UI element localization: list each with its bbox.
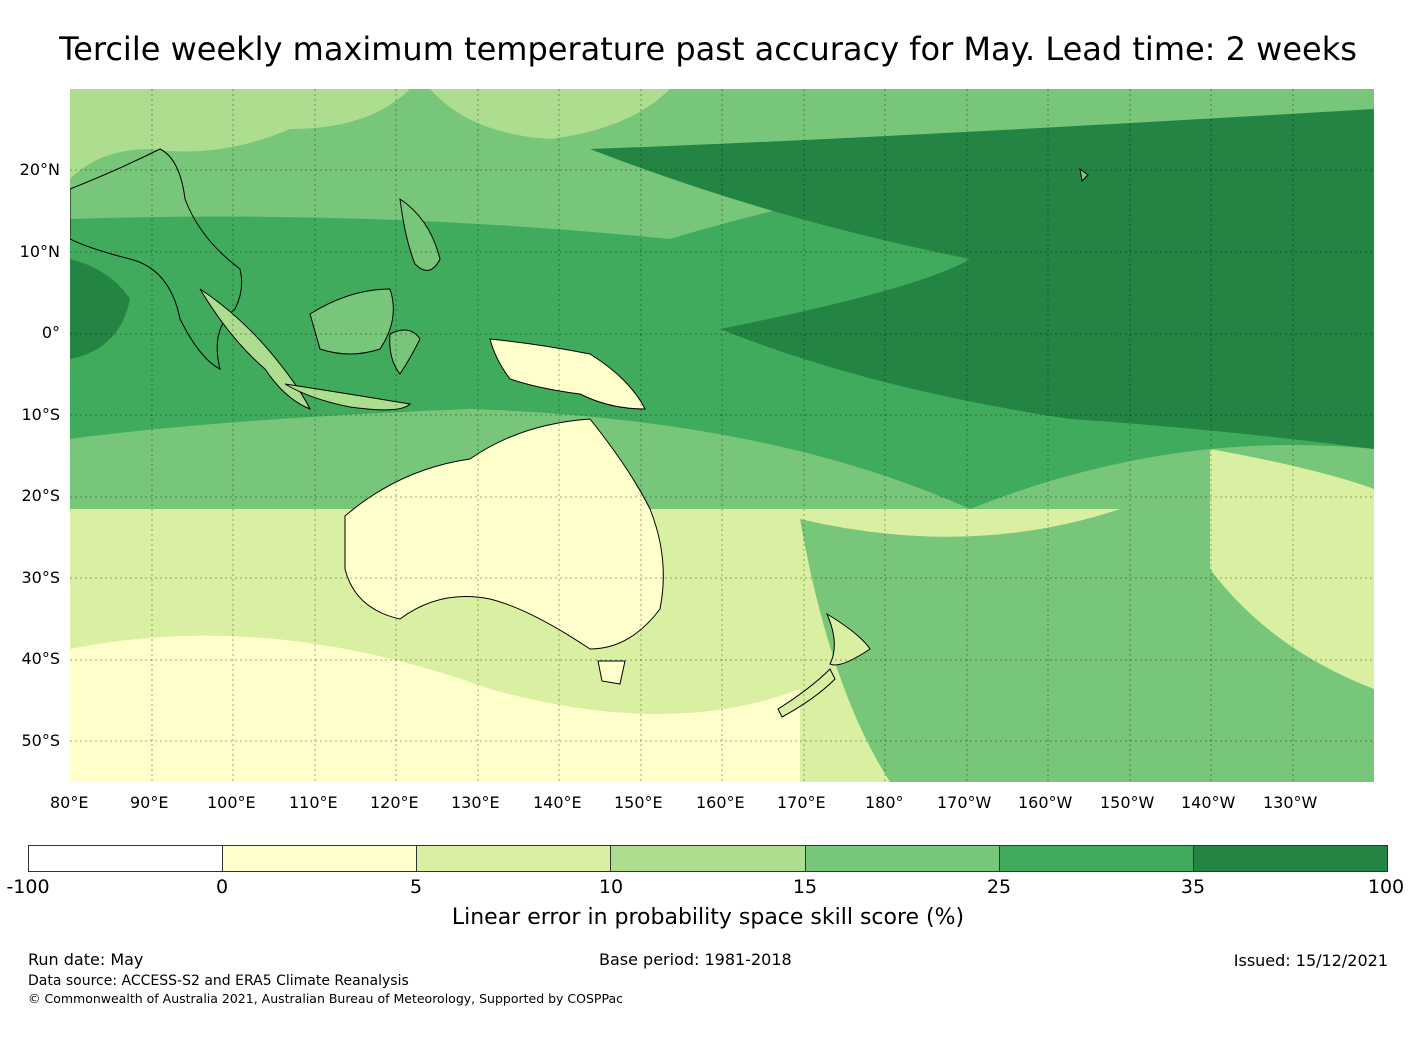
lon-label-140e: 140°E xyxy=(533,793,582,812)
south-west-lowest-skill xyxy=(70,635,800,782)
lon-label-150e: 150°E xyxy=(614,793,663,812)
run-date: Run date: May xyxy=(28,950,144,969)
lat-label-30s: 30°S xyxy=(21,568,60,587)
lon-label-160e: 160°E xyxy=(696,793,745,812)
map-canvas xyxy=(70,89,1374,782)
issued-date: Issued: 15/12/2021 xyxy=(1233,951,1388,970)
lon-label-160w: 160°W xyxy=(1018,793,1073,812)
lat-label-10n: 10°N xyxy=(19,242,60,261)
colorbar-segment-1 xyxy=(29,846,224,871)
colorbar-tick: 5 xyxy=(409,876,423,898)
colorbar-tick: 15 xyxy=(792,876,818,898)
lon-label-120e: 120°E xyxy=(370,793,419,812)
colorbar-tick: 25 xyxy=(986,876,1012,898)
sulawesi-outline xyxy=(389,329,421,375)
lat-label-50s: 50°S xyxy=(21,731,60,750)
colorbar-segment-6 xyxy=(999,846,1194,871)
skill-score-map xyxy=(70,89,1374,782)
colorbar-label: Linear error in probability space skill … xyxy=(451,905,965,930)
lat-label-0: 0° xyxy=(41,323,60,342)
lon-label-130w: 130°W xyxy=(1263,793,1318,812)
lon-label-100e: 100°E xyxy=(207,793,256,812)
map-title: Tercile weekly maximum temperature past … xyxy=(59,30,1357,68)
lon-label-180: 180° xyxy=(865,793,904,812)
south-east-low-patch xyxy=(1210,449,1374,689)
colorbar-tick: -100 xyxy=(6,876,50,898)
north-west-moderate xyxy=(70,89,410,179)
lon-label-80e: 80°E xyxy=(50,793,89,812)
lat-label-10s: 10°S xyxy=(21,405,60,424)
lon-label-140w: 140°W xyxy=(1181,793,1236,812)
lon-label-150w: 150°W xyxy=(1100,793,1155,812)
lon-label-110e: 110°E xyxy=(289,793,338,812)
java-outline xyxy=(284,383,412,411)
map-gridlines xyxy=(70,89,1374,782)
borneo-outline xyxy=(309,288,394,355)
lon-label-90e: 90°E xyxy=(130,793,169,812)
colorbar-tick: 100 xyxy=(1367,876,1405,898)
north-central-moderate xyxy=(430,89,670,139)
philippines-outline xyxy=(399,197,441,271)
new-zealand-north-island xyxy=(825,612,871,666)
hawaii-outline xyxy=(1079,167,1089,183)
new-guinea-landmass xyxy=(489,338,646,410)
lon-label-170e: 170°E xyxy=(777,793,826,812)
colorbar-segment-3 xyxy=(417,846,612,871)
colorbar-segment-7 xyxy=(1193,846,1387,871)
pacific-highest-skill xyxy=(590,109,1374,449)
copyright-notice: © Commonwealth of Australia 2021, Austra… xyxy=(28,991,623,1006)
base-period: Base period: 1981-2018 xyxy=(599,950,792,969)
data-source: Data source: ACCESS-S2 and ERA5 Climate … xyxy=(28,973,409,989)
colorbar-segment-2 xyxy=(223,846,418,871)
mainland-southeast-asia-coast xyxy=(70,148,243,370)
australia-landmass xyxy=(344,418,664,650)
sumatra-outline xyxy=(199,288,312,410)
lat-label-20n: 20°N xyxy=(19,160,60,179)
lon-label-130e: 130°E xyxy=(451,793,500,812)
colorbar-tick: 35 xyxy=(1180,876,1206,898)
lon-label-170w: 170°W xyxy=(937,793,992,812)
colorbar-segment-5 xyxy=(805,846,1000,871)
lat-label-20s: 20°S xyxy=(21,486,60,505)
colorbar xyxy=(28,845,1388,872)
indian-ocean-highest-skill xyxy=(70,259,130,359)
lat-label-40s: 40°S xyxy=(21,649,60,668)
colorbar-tick: 10 xyxy=(598,876,624,898)
new-zealand-south-island xyxy=(777,668,836,718)
colorbar-tick: 0 xyxy=(215,876,229,898)
tasmania-landmass xyxy=(597,660,626,685)
colorbar-segment-4 xyxy=(611,846,806,871)
